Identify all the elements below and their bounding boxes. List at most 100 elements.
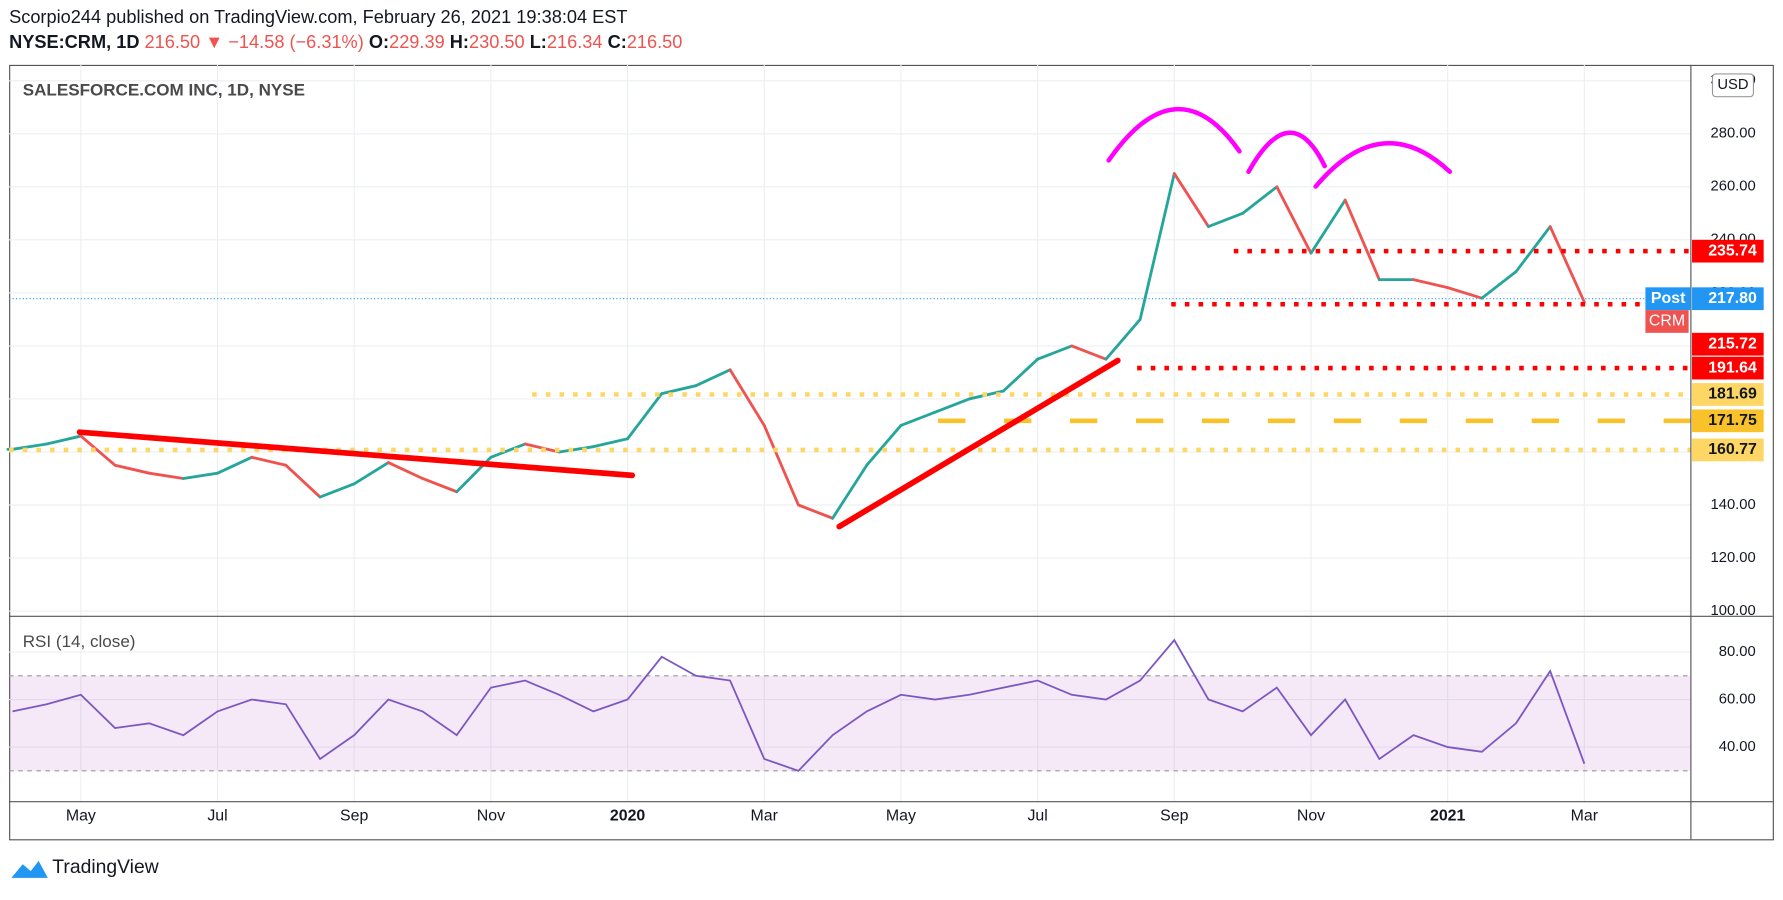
head-shoulders-arc (1246, 130, 1328, 175)
post-side-tag (1645, 287, 1691, 311)
labels: May Jul Sep Nov 2020 Mar May Jul Sep Nov 2021 Mar 10… (66, 73, 1764, 825)
x-tick-label: Mar (751, 808, 779, 825)
level-tag-text: 171.75 (1708, 412, 1757, 429)
footer-logo (11, 860, 48, 878)
price-segment (1138, 172, 1176, 321)
currency-box[interactable] (1711, 73, 1755, 98)
price-segment (1514, 225, 1552, 274)
price-segment (591, 437, 629, 449)
ohlc-key: H: (450, 32, 469, 52)
price-segment (318, 482, 356, 499)
y-tick-label: 120.00 (1711, 550, 1756, 566)
post-tag-text: 217.80 (1708, 290, 1757, 307)
x-tick-label: Sep (340, 808, 368, 825)
y-tick-label: 280.00 (1711, 126, 1756, 142)
x-tick-label: Nov (1297, 808, 1325, 825)
ohlc-value: 216.50 (627, 32, 683, 52)
byline: Scorpio244 published on TradingView.com,… (9, 7, 627, 27)
level-tag (1692, 356, 1764, 380)
price-segment (899, 410, 937, 427)
level-tag-text: 160.77 (1708, 441, 1757, 458)
price-segment (933, 397, 971, 414)
ohlc-key: C: (608, 32, 627, 52)
level-tag-text: 191.64 (1708, 359, 1757, 376)
x-tick-label: 2021 (1430, 808, 1466, 825)
price-segment (489, 442, 527, 459)
y-tick-label: 140.00 (1711, 497, 1756, 513)
price-segment (11, 442, 49, 451)
marks (6, 172, 1691, 772)
price-segment (45, 434, 83, 446)
ohlc-key: L: (530, 32, 547, 52)
level-tag (1692, 332, 1764, 356)
price-segment (1412, 278, 1450, 290)
level-tag-text: 235.74 (1708, 242, 1757, 259)
y-tick-label: 260.00 (1711, 179, 1756, 195)
price-segment (1207, 211, 1245, 229)
post-tag (1692, 287, 1764, 311)
price-segment (1241, 185, 1279, 215)
price-segment (1070, 344, 1108, 361)
x-tick-label: Sep (1160, 808, 1188, 825)
price-segment (557, 445, 595, 454)
ohlc-value: 230.50 (469, 32, 525, 52)
price-segment (660, 384, 698, 396)
x-tick-label: Jul (207, 808, 227, 825)
y-tick-label: 60.00 (1719, 691, 1756, 707)
x-tick-label: Nov (477, 808, 505, 825)
symbol-tag-text: CRM (1649, 313, 1685, 330)
price-segment (352, 461, 390, 486)
change-arrow: ▼ (205, 32, 223, 52)
price-segment (1343, 198, 1381, 282)
price-segment (1002, 357, 1040, 393)
price-segment (762, 424, 800, 507)
grid (9, 64, 1691, 802)
x-tick-label: 2020 (610, 808, 646, 825)
x-tick-label: May (886, 808, 916, 825)
rsi-title: RSI (14, close) (23, 632, 136, 651)
chart-title: SALESFORCE.COM INC, 1D, NYSE (23, 81, 305, 100)
level-tag (1692, 438, 1764, 462)
trend-line (836, 357, 1121, 530)
level-tag (1692, 383, 1764, 406)
price-segment (865, 424, 903, 467)
price-segment (216, 455, 254, 475)
price-segment (1548, 225, 1586, 304)
symbol: NYSE:CRM, 1D (9, 32, 139, 52)
price-segment (113, 463, 151, 475)
last-price: 216.50 (145, 32, 201, 52)
price-segment (79, 434, 117, 467)
level-tag (1692, 239, 1764, 263)
change: −14.58 (−6.31%) (228, 32, 363, 52)
price-segment (1480, 270, 1518, 300)
price-segment (181, 471, 219, 480)
price-segment (147, 471, 185, 480)
x-tick-label: Jul (1027, 808, 1047, 825)
quote-line: NYSE:CRM, 1D 216.50 ▼ −14.58 (−6.31%) O:… (9, 32, 682, 52)
price-segment (728, 368, 766, 427)
symbol-tag (1645, 310, 1689, 333)
price-segment (626, 392, 664, 441)
level-tag-text: 181.69 (1708, 386, 1757, 403)
rsi-line (12, 638, 1586, 772)
ohlc-value: 229.39 (389, 32, 445, 52)
ohlc-value: 216.34 (547, 32, 603, 52)
y-tick-label: 80.00 (1719, 644, 1756, 660)
level-tag (1692, 409, 1764, 433)
price-segment (284, 463, 322, 499)
price-segment (386, 461, 424, 480)
price-segment (831, 463, 869, 520)
price-segment (694, 368, 732, 388)
chart-frame (9, 64, 1774, 841)
price-segment (250, 455, 288, 467)
price-segment (1104, 317, 1142, 361)
y-tick-label: 40.00 (1719, 739, 1756, 755)
price-segment (1172, 172, 1210, 229)
y-tick-label: 100.00 (1711, 603, 1756, 619)
ohlc-key: O: (369, 32, 389, 52)
brand: TradingView (52, 857, 158, 878)
currency[interactable]: USD (1717, 77, 1748, 93)
price-segment (1036, 344, 1074, 361)
